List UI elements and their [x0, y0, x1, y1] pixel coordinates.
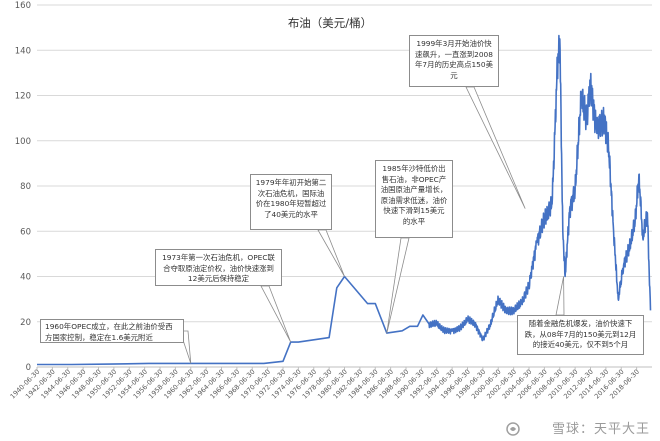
annotation-second-oil-crisis: 1979年年初开始第二次石油危机，国际油价在1980年短暂超过了40美元的水平	[250, 174, 332, 230]
y-tick-label: 60	[20, 227, 31, 237]
y-tick-label: 100	[15, 137, 31, 147]
annotation-saudi-1985: 1985年沙特低价出售石油，非OPEC产油国原油产量增长，原油需求低迷，油价快速…	[375, 160, 453, 238]
leader-1999	[465, 86, 526, 209]
leader-first-crisis	[260, 285, 292, 343]
leader-second-crisis	[317, 229, 345, 277]
y-tick-label: 40	[20, 273, 31, 283]
watermark: 雪球：天平大王	[551, 422, 650, 437]
y-tick-label: 80	[20, 182, 31, 192]
annotation-leaders	[179, 86, 565, 364]
leader-financial	[555, 276, 565, 316]
leader-saudi	[386, 237, 410, 334]
snowball-logo-icon	[506, 422, 520, 436]
x-axis: 1940-06-301942-06-301944-06-301946-06-30…	[9, 367, 641, 401]
y-tick-label: 20	[20, 318, 31, 328]
price-line	[37, 34, 652, 366]
annotation-1999-surge: 1999年3月开始油价快速飙升，一直涨到2008年7月的历史高点150美元	[409, 35, 499, 87]
chart-title: 布油（美元/桶）	[288, 16, 372, 30]
y-tick-label: 120	[15, 92, 31, 102]
annotation-opec-founded: 1960年OPEC成立，在此之前油价受西方国家控制，稳定在1.6美元附近	[40, 319, 184, 343]
y-axis: 0 20 40 60 80 100 120 140 160	[15, 1, 31, 373]
annotation-first-oil-crisis: 1973年第一次石油危机，OPEC联合夺取原油定价权，油价快速涨到12美元后保持…	[155, 249, 282, 286]
series-layer	[37, 34, 652, 366]
leader-opec	[179, 330, 192, 364]
y-tick-label: 140	[15, 46, 31, 56]
y-tick-label: 160	[15, 1, 31, 11]
annotation-financial-crisis: 随着金融危机爆发，油价快速下跌，从08年7月的150美元到12月的接近40美元，…	[517, 315, 644, 355]
y-tick-label: 0	[26, 363, 31, 373]
